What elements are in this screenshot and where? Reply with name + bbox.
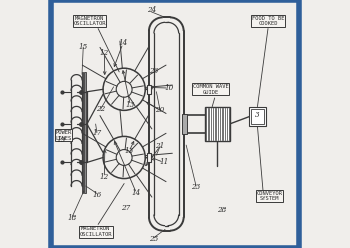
Text: 20: 20 bbox=[155, 106, 165, 114]
Text: MAGNETRON
OSCILLATOR: MAGNETRON OSCILLATOR bbox=[79, 226, 112, 237]
Text: FOOD TO BE
COOKED: FOOD TO BE COOKED bbox=[252, 16, 284, 27]
Text: 27: 27 bbox=[121, 204, 130, 212]
Text: POWER
LINES: POWER LINES bbox=[55, 130, 71, 141]
Text: 10: 10 bbox=[164, 84, 174, 92]
Text: 11: 11 bbox=[159, 158, 168, 166]
Bar bbox=[82, 72, 84, 193]
Bar bbox=[84, 72, 85, 193]
Text: 14: 14 bbox=[132, 189, 141, 197]
Text: 22: 22 bbox=[96, 105, 105, 113]
Text: 12: 12 bbox=[100, 49, 109, 57]
Text: CONVEYOR
SYSTEM: CONVEYOR SYSTEM bbox=[256, 190, 282, 201]
Bar bbox=[250, 107, 266, 126]
Text: 14: 14 bbox=[118, 39, 127, 47]
Text: 18: 18 bbox=[68, 214, 77, 222]
Text: 16: 16 bbox=[92, 191, 102, 199]
Text: 24: 24 bbox=[147, 6, 156, 14]
Bar bbox=[147, 153, 151, 162]
Text: COMMON WAVE
GUIDE: COMMON WAVE GUIDE bbox=[193, 84, 229, 95]
Text: 13: 13 bbox=[125, 147, 134, 155]
Text: 21: 21 bbox=[155, 142, 165, 150]
Text: MAGNETRON
OSCILLATOR: MAGNETRON OSCILLATOR bbox=[73, 16, 106, 27]
Text: 26: 26 bbox=[149, 67, 159, 75]
Bar bbox=[147, 85, 151, 94]
Text: 23: 23 bbox=[191, 183, 201, 191]
Text: 13: 13 bbox=[126, 101, 135, 109]
Text: 12: 12 bbox=[100, 173, 109, 181]
Text: 3: 3 bbox=[255, 111, 260, 119]
Text: 19: 19 bbox=[56, 136, 65, 144]
Text: 15: 15 bbox=[79, 43, 88, 51]
Bar bbox=[205, 107, 230, 141]
Text: 28: 28 bbox=[217, 206, 227, 214]
Bar bbox=[251, 109, 264, 124]
Bar bbox=[182, 114, 187, 134]
Text: 17: 17 bbox=[92, 129, 102, 137]
Text: 25: 25 bbox=[149, 235, 159, 243]
